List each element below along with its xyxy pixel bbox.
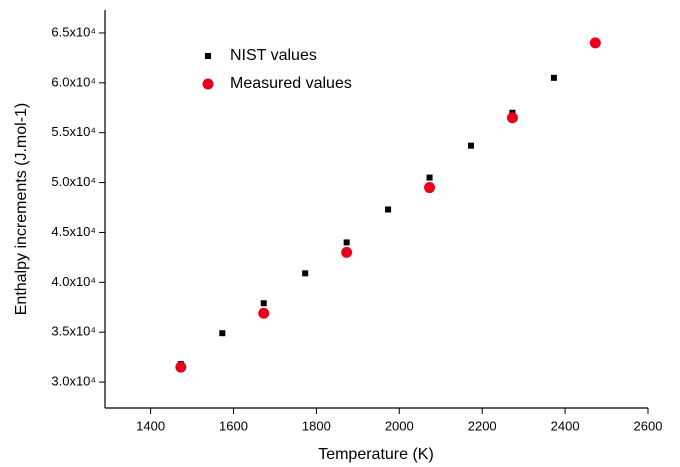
x-tick-label: 1800 [302, 418, 331, 433]
point [589, 37, 601, 49]
x-tick-label: 1600 [219, 418, 248, 433]
y-tick-label: 5.0x10⁴ [51, 174, 96, 189]
point [258, 307, 270, 319]
legend-label: NIST values [230, 47, 317, 64]
point [343, 239, 350, 246]
x-tick-label: 2200 [468, 418, 497, 433]
point [506, 112, 518, 124]
point [341, 246, 353, 258]
point [175, 361, 187, 373]
x-tick-label: 2600 [634, 418, 663, 433]
legend-marker [202, 78, 214, 90]
y-tick-label: 4.0x10⁴ [51, 274, 96, 289]
point [424, 182, 436, 194]
point [468, 142, 475, 149]
y-tick-label: 6.5x10⁴ [51, 24, 96, 39]
y-tick-label: 3.5x10⁴ [51, 324, 96, 339]
y-axis-title: Enthalpy increments (J.mol-1) [13, 103, 30, 316]
legend-marker [205, 53, 211, 59]
y-tick-label: 3.0x10⁴ [51, 374, 96, 389]
y-tick-label: 4.5x10⁴ [51, 224, 96, 239]
point [219, 330, 226, 337]
x-axis-title: Temperature (K) [318, 446, 434, 463]
legend-label: Measured values [230, 75, 352, 92]
x-tick-label: 2400 [551, 418, 580, 433]
x-tick-label: 2000 [385, 418, 414, 433]
point [302, 270, 309, 277]
x-tick-label: 1400 [136, 418, 165, 433]
y-tick-label: 6.0x10⁴ [51, 74, 96, 89]
point [385, 206, 392, 213]
point [260, 300, 267, 307]
point [426, 174, 433, 181]
point [550, 74, 557, 81]
y-tick-label: 5.5x10⁴ [51, 124, 96, 139]
